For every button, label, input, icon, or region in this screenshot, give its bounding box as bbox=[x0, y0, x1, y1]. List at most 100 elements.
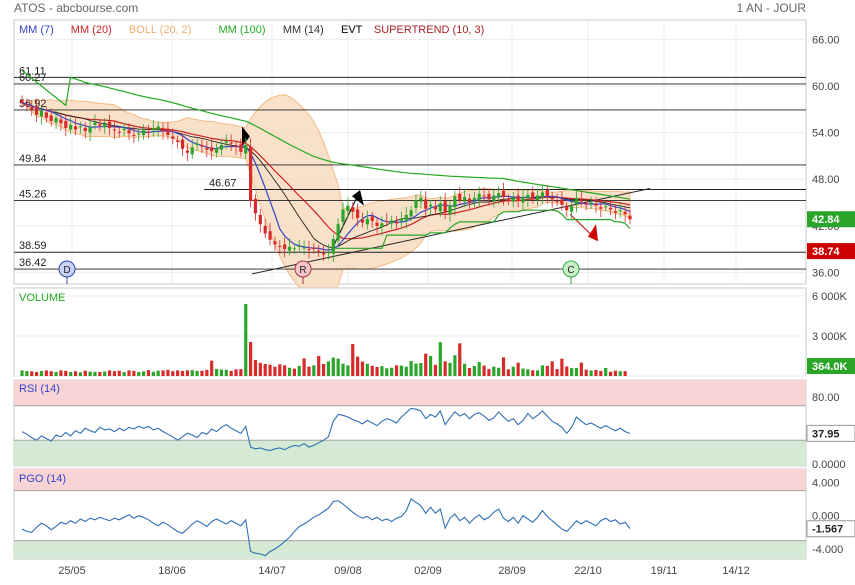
legend-item: BOLL (20, 2) bbox=[129, 24, 192, 36]
volume-bar bbox=[127, 370, 131, 376]
volume-bar bbox=[180, 370, 185, 376]
date-tick-label: 09/08 bbox=[334, 565, 362, 577]
candle-body bbox=[526, 194, 530, 199]
candle-body bbox=[166, 128, 170, 135]
candle-body bbox=[214, 148, 219, 153]
candle-body bbox=[244, 145, 248, 154]
date-tick-label: 25/05 bbox=[58, 565, 86, 577]
candle-body bbox=[399, 218, 403, 222]
level-label: 49.84 bbox=[19, 153, 47, 165]
price-tick-label: 66.00 bbox=[812, 34, 840, 46]
candle-body bbox=[501, 190, 506, 198]
volume-bar bbox=[88, 371, 92, 376]
candle-body bbox=[356, 209, 360, 218]
candle-body bbox=[249, 146, 253, 201]
candle-body bbox=[351, 207, 355, 212]
candle-body bbox=[560, 199, 564, 205]
volume-bar bbox=[54, 372, 58, 376]
candle-body bbox=[346, 205, 350, 212]
candle-body bbox=[142, 130, 146, 135]
candle-body bbox=[137, 133, 141, 135]
volume-bar bbox=[565, 366, 569, 376]
volume-bar bbox=[171, 371, 175, 376]
legend-item: MM (20) bbox=[71, 24, 112, 36]
candle-body bbox=[589, 202, 593, 204]
volume-bar bbox=[463, 363, 467, 376]
volume-bar bbox=[39, 370, 44, 376]
volume-bar bbox=[399, 365, 403, 376]
volume-bar bbox=[263, 364, 267, 376]
level-label: 61.11 bbox=[19, 65, 46, 77]
volume-bar bbox=[419, 362, 423, 376]
candle-body bbox=[258, 214, 262, 225]
volume-last-badge bbox=[807, 358, 855, 374]
volume-bar bbox=[521, 368, 525, 376]
candle-body bbox=[375, 222, 379, 226]
date-tick-label: 02/09 bbox=[414, 565, 442, 577]
candle-body bbox=[263, 225, 267, 234]
volume-bar bbox=[25, 370, 29, 376]
event-marker-label: R bbox=[299, 265, 306, 276]
volume-bar bbox=[195, 370, 199, 376]
volume-bar bbox=[190, 370, 194, 376]
date-tick-label: 19/11 bbox=[651, 565, 678, 577]
candle-body bbox=[594, 204, 598, 206]
candle-body bbox=[584, 203, 588, 205]
volume-bar bbox=[356, 356, 360, 376]
pgo-tick-label: 4.000 bbox=[812, 477, 840, 489]
rsi-line bbox=[21, 407, 631, 452]
volume-bar bbox=[550, 361, 554, 376]
candle-body bbox=[107, 121, 112, 128]
candle-body bbox=[550, 197, 554, 200]
volume-bar bbox=[511, 366, 515, 376]
volume-bar bbox=[341, 363, 345, 376]
volume-bar bbox=[613, 370, 618, 376]
event-marker-label: D bbox=[63, 265, 70, 276]
event-marker-label: C bbox=[567, 265, 574, 276]
date-tick-label: 14/07 bbox=[258, 565, 286, 577]
rsi-y-axis: 80.00 0.0000 37.95 bbox=[806, 392, 855, 471]
volume-bar bbox=[535, 370, 540, 376]
last-price-badge bbox=[807, 211, 855, 228]
pgo-series bbox=[21, 498, 631, 557]
alert-price-badge bbox=[807, 243, 855, 260]
volume-bar bbox=[526, 369, 530, 376]
volume-bar bbox=[132, 370, 136, 376]
candle-body bbox=[146, 131, 151, 133]
candle-body bbox=[608, 207, 613, 210]
candle-body bbox=[472, 197, 476, 201]
candle-body bbox=[545, 190, 549, 197]
volume-bar bbox=[78, 372, 82, 376]
candle-body bbox=[414, 200, 418, 208]
pgo-line bbox=[21, 498, 631, 557]
candle-body bbox=[370, 216, 374, 222]
volume-bar bbox=[302, 358, 306, 376]
candle-body bbox=[195, 143, 199, 146]
candle-body bbox=[253, 198, 258, 214]
candle-body bbox=[574, 197, 579, 205]
candle-body bbox=[39, 110, 44, 117]
candle-body bbox=[312, 247, 316, 250]
date-tick-label: 14/12 bbox=[722, 565, 750, 577]
legend-item: MM (7) bbox=[19, 24, 54, 36]
volume-bar bbox=[234, 369, 238, 376]
legend-item: MM (14) bbox=[283, 24, 324, 36]
rsi-last-badge bbox=[806, 424, 855, 442]
volume-bar bbox=[112, 371, 117, 376]
candle-body bbox=[117, 131, 121, 133]
candle-body bbox=[302, 247, 306, 249]
pgo-tick-label: 0.000 bbox=[812, 511, 840, 523]
volume-bar bbox=[346, 365, 350, 376]
candle-body bbox=[73, 126, 78, 130]
candle-body bbox=[497, 193, 501, 198]
volume-bar bbox=[370, 365, 374, 376]
volume-panel: 3 000K 6 000K 364.0K VOLUME bbox=[13, 287, 855, 377]
candle-body bbox=[292, 248, 296, 250]
volume-bar bbox=[161, 370, 165, 376]
sell-arrow-head bbox=[588, 224, 598, 242]
candle-body bbox=[419, 197, 423, 202]
volume-bar bbox=[166, 369, 170, 376]
